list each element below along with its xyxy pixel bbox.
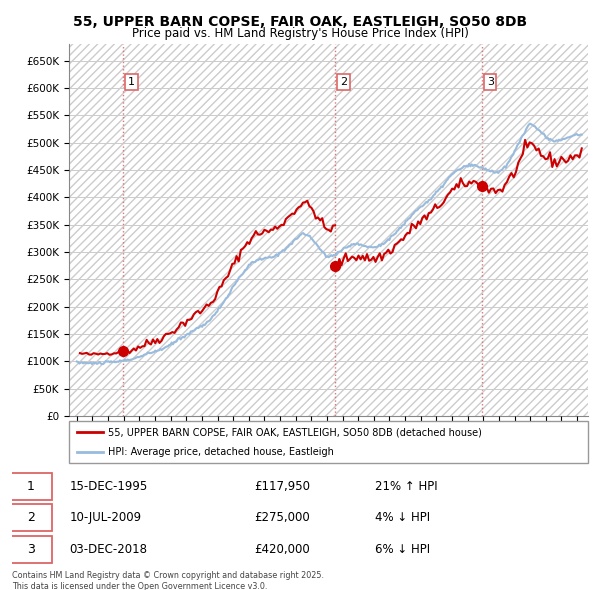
FancyBboxPatch shape xyxy=(9,536,52,563)
Text: 2: 2 xyxy=(340,77,347,87)
Text: £420,000: £420,000 xyxy=(254,543,310,556)
Text: 3: 3 xyxy=(487,77,494,87)
Text: 21% ↑ HPI: 21% ↑ HPI xyxy=(375,480,437,493)
Text: 2: 2 xyxy=(27,511,35,525)
Text: 03-DEC-2018: 03-DEC-2018 xyxy=(70,543,148,556)
Text: 10-JUL-2009: 10-JUL-2009 xyxy=(70,511,142,525)
Text: 1: 1 xyxy=(128,77,135,87)
Text: £275,000: £275,000 xyxy=(254,511,310,525)
FancyBboxPatch shape xyxy=(9,504,52,532)
Text: 55, UPPER BARN COPSE, FAIR OAK, EASTLEIGH, SO50 8DB: 55, UPPER BARN COPSE, FAIR OAK, EASTLEIG… xyxy=(73,15,527,29)
Text: Price paid vs. HM Land Registry's House Price Index (HPI): Price paid vs. HM Land Registry's House … xyxy=(131,27,469,40)
Text: 6% ↓ HPI: 6% ↓ HPI xyxy=(375,543,430,556)
Text: £117,950: £117,950 xyxy=(254,480,310,493)
Text: 3: 3 xyxy=(27,543,35,556)
Text: HPI: Average price, detached house, Eastleigh: HPI: Average price, detached house, East… xyxy=(108,447,334,457)
Text: 1: 1 xyxy=(27,480,35,493)
Text: 4% ↓ HPI: 4% ↓ HPI xyxy=(375,511,430,525)
Text: 15-DEC-1995: 15-DEC-1995 xyxy=(70,480,148,493)
Text: Contains HM Land Registry data © Crown copyright and database right 2025.
This d: Contains HM Land Registry data © Crown c… xyxy=(12,571,324,590)
FancyBboxPatch shape xyxy=(9,473,52,500)
FancyBboxPatch shape xyxy=(69,421,588,463)
Text: 55, UPPER BARN COPSE, FAIR OAK, EASTLEIGH, SO50 8DB (detached house): 55, UPPER BARN COPSE, FAIR OAK, EASTLEIG… xyxy=(108,427,482,437)
